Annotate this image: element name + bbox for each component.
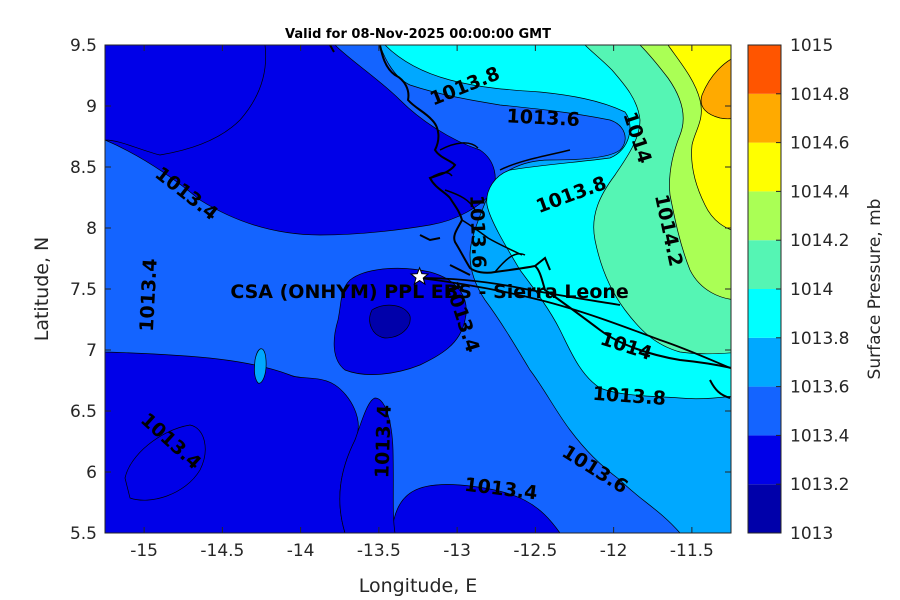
colorbar-tick-label: 1015 [790,36,833,56]
x-tick-label: -15 [130,541,158,561]
contour-label: 1013.6 [465,195,490,269]
site-star-marker [409,266,430,286]
y-tick-label: 9.5 [70,36,97,56]
contour-label: 1013.6 [506,105,580,131]
contour-label: 1013.4 [136,258,162,332]
y-tick-label: 8.5 [70,158,97,178]
coastline-detail [429,142,571,273]
site-annotation: CSA (ONHYM) PPL EBS - Sierra Leone [230,281,628,303]
colorbar-swatch [748,240,781,289]
colorbar-tick-label: 1013 [790,524,833,544]
colorbar-swatch [748,435,781,485]
y-tick-label: 6.5 [70,402,97,422]
colorbar-swatch [748,337,781,387]
x-tick-label: -11.5 [670,541,714,561]
x-tick-label: -12.5 [513,541,557,561]
pressure-band-1014-6 [700,58,731,120]
y-tick-label: 8 [86,219,97,239]
colorbar-tick-label: 1014.8 [790,85,849,105]
x-axis-ticks: -15 -14.5 -14 -13.5 -13 -12.5 -12 -11.5 [130,45,714,561]
pressure-band-1013-2-southwest [124,424,206,501]
colorbar-tick-label: 1013.4 [790,426,849,446]
contour-label: 1013.8 [592,383,667,410]
pressure-band-1013-0-central [369,304,411,339]
contour-label: 1013.4 [371,404,396,478]
x-tick-label: -12 [600,541,628,561]
y-tick-label: 7 [86,341,97,361]
y-axis-label: Latitude, N [31,237,53,342]
x-tick-label: -14.5 [200,541,244,561]
y-axis-ticks: 5.5 6 6.5 7 7.5 8 8.5 9 9.5 [70,36,731,544]
x-axis-label: Longitude, E [359,575,478,597]
colorbar-tick-label: 1014 [790,280,833,300]
colorbar-tick-label: 1014.4 [790,182,849,202]
colorbar-swatch [748,142,781,192]
colorbar-tick-label: 1014.6 [790,134,849,154]
chart-title: Valid for 08-Nov-2025 00:00:00 GMT [285,27,551,42]
colorbar-tick-label: 1013.6 [790,378,849,398]
colorbar-swatch [748,386,781,436]
pressure-band-1013-2-northwest [105,45,267,156]
colorbar-swatch [748,191,781,241]
x-tick-label: -14 [287,541,315,561]
country-border [419,277,731,370]
y-tick-label: 7.5 [70,280,97,300]
pressure-band-1013-2-south [339,397,396,533]
y-tick-label: 9 [86,97,97,117]
colorbar-swatch [748,289,781,338]
colorbar-swatch [748,45,781,94]
x-tick-label: -13 [443,541,471,561]
colorbar-tick-label: 1013.8 [790,329,849,349]
colorbar: 1013 1013.2 1013.4 1013.6 1013.8 1014 1014.2 10… [747,36,849,544]
colorbar-label: Surface Pressure, mb [865,199,885,380]
colorbar-tick-label: 1014.2 [790,231,849,251]
colorbar-swatch [748,93,781,143]
colorbar-tick-label: 1013.2 [790,475,849,495]
coastline [329,45,731,399]
colorbar-swatch [748,484,781,533]
y-tick-label: 6 [86,463,97,483]
x-tick-label: -13.5 [357,541,401,561]
pressure-band-1013-6-small [254,348,267,384]
y-tick-label: 5.5 [70,524,97,544]
